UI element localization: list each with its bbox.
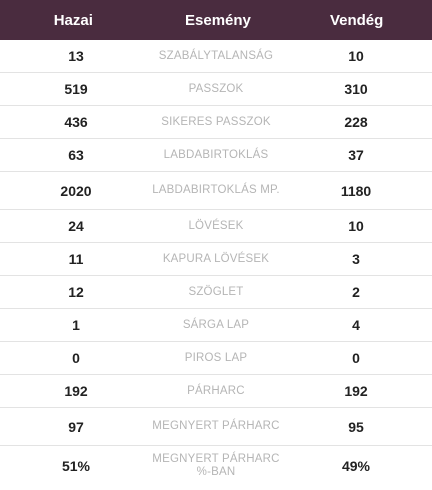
- header-away: Vendég: [329, 11, 384, 29]
- home-value: 192: [64, 383, 88, 399]
- table-row: 1 SÁRGA LAP 4: [0, 309, 432, 342]
- home-value: 12: [68, 284, 84, 300]
- away-value: 95: [348, 418, 364, 435]
- event-label: LABDABIRTOKLÁS MP.: [152, 184, 280, 196]
- header-event: Esemény: [185, 11, 251, 29]
- home-value: 63: [68, 147, 84, 163]
- event-label: SZABÁLYTALANSÁG: [158, 49, 274, 62]
- away-value: 1180: [340, 182, 372, 199]
- home-value: 2020: [60, 182, 92, 199]
- away-value: 2: [352, 284, 360, 300]
- event-label: SIKERES PASSZOK: [161, 115, 271, 128]
- table-row: 63 LABDABIRTOKLÁS 37: [0, 139, 432, 172]
- table-row: 436 SIKERES PASSZOK 228: [0, 106, 432, 139]
- table-header: Hazai Esemény Vendég: [0, 0, 432, 40]
- event-label: LABDABIRTOKLÁS: [163, 148, 269, 161]
- home-value: 51%: [61, 457, 91, 474]
- away-value: 4: [352, 317, 360, 333]
- event-label: LÖVÉSEK: [188, 219, 244, 232]
- event-label: PÁRHARC: [187, 384, 245, 397]
- event-label: PASSZOK: [188, 82, 244, 95]
- table-row: 192 PÁRHARC 192: [0, 375, 432, 408]
- event-label: SZÖGLET: [188, 285, 244, 298]
- away-value: 192: [344, 383, 368, 399]
- home-value: 519: [64, 81, 88, 97]
- event-label: PIROS LAP: [184, 351, 248, 364]
- home-value: 97: [68, 418, 84, 435]
- header-home: Hazai: [53, 11, 93, 29]
- away-value: 3: [352, 251, 360, 267]
- home-value: 24: [68, 218, 84, 234]
- table-row: 519 PASSZOK 310: [0, 73, 432, 106]
- home-value: 13: [68, 48, 84, 64]
- home-value: 0: [72, 350, 80, 366]
- away-value: 310: [344, 81, 368, 97]
- table-row: 51% MEGNYERT PÁRHARC %-BAN 49%: [0, 446, 432, 485]
- table-row: 13 SZABÁLYTALANSÁG 10: [0, 40, 432, 73]
- table-row: 2020 LABDABIRTOKLÁS MP. 1180: [0, 172, 432, 210]
- event-label: SÁRGA LAP: [182, 318, 250, 331]
- away-value: 10: [348, 48, 364, 64]
- event-label: MEGNYERT PÁRHARC: [152, 420, 280, 432]
- table-body: 13 SZABÁLYTALANSÁG 10 519 PASSZOK 310 43…: [0, 40, 432, 490]
- away-value: 0: [352, 350, 360, 366]
- event-label: MEGNYERT PÁRHARC %-BAN: [152, 452, 280, 478]
- table-row: 24 LÖVÉSEK 10: [0, 210, 432, 243]
- away-value: 10: [348, 218, 364, 234]
- table-row: 97 MEGNYERT PÁRHARC 95: [0, 408, 432, 446]
- event-label: KAPURA LÖVÉSEK: [162, 252, 270, 265]
- table-row: 0 PIROS LAP 0: [0, 342, 432, 375]
- home-value: 436: [64, 114, 88, 130]
- table-row: 11 KAPURA LÖVÉSEK 3: [0, 243, 432, 276]
- home-value: 1: [72, 317, 80, 333]
- away-value: 49%: [341, 457, 371, 474]
- away-value: 37: [348, 147, 364, 163]
- home-value: 11: [68, 251, 84, 267]
- table-row: 12 SZÖGLET 2: [0, 276, 432, 309]
- away-value: 228: [344, 114, 368, 130]
